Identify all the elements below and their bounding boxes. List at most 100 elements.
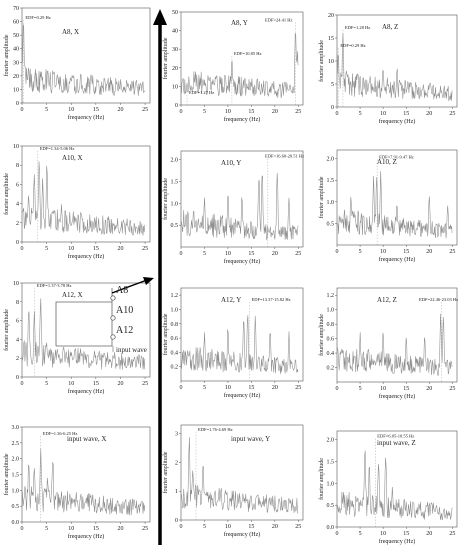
y-tick-label: 1 [175,489,178,495]
plot-frame [180,150,304,248]
x-tick-label: 0 [180,109,183,115]
x-tick-label: 10 [225,109,231,115]
y-tick-label: 10 [172,84,178,90]
x-axis-label: frequency (Hz) [68,388,104,395]
y-axis-label: fourier amplitude [162,313,169,355]
y-tick-label: 10 [328,59,334,65]
x-tick-label: 15 [93,246,99,252]
x-tick-label: 20 [426,386,432,392]
x-tick-label: 10 [68,381,74,387]
y-tick-label: 1.0 [171,201,179,207]
chart-title: A10, Z [377,158,397,166]
x-tick-label: 0 [180,385,183,391]
chart-panel: 0 5 10 15 20 25 0 1 2 3 frequency (Hz) fourier ampl… [162,424,304,538]
y-tick-label: 20 [13,74,19,80]
x-tick-label: 20 [272,109,278,115]
spectrum-line [181,315,299,375]
y-tick-label: 2.0 [171,158,179,164]
spectrum-line [22,298,146,370]
y-tick-label: 0.6 [171,336,179,342]
chart-panel: 0 5 10 15 20 25 0 5 10 15 20 frequency (Hz) fourier … [318,13,458,125]
edf-annotation: EDF=16.60-20.51 Hz [265,154,304,159]
y-tick-label: 0.5 [12,504,20,510]
y-axis-label: fourier amplitude [3,34,10,76]
y-tick-label: 70 [13,6,19,12]
y-tick-label: 0.4 [327,351,335,357]
y-tick-label: 1.0 [327,200,335,206]
edf-annotation: EDF=7.91-9.47 Hz [379,155,414,160]
x-tick-label: 25 [142,526,148,532]
plot-frame [21,7,151,104]
x-tick-label: 25 [142,246,148,252]
edf-annotation: EDF=0.29 Hz [25,15,50,20]
x-tick-label: 0 [180,251,183,257]
y-tick-label: 0 [175,103,178,109]
y-tick-label: 30 [13,60,19,66]
y-tick-label: 2.0 [327,438,335,444]
x-tick-label: 0 [21,107,24,113]
x-tick-label: 5 [45,107,48,113]
y-tick-label: 0 [331,105,334,111]
x-tick-label: 5 [359,531,362,537]
y-tick-label: 1.5 [171,180,179,186]
y-tick-label: 0 [16,375,19,381]
spectrum-line [181,172,299,241]
x-tick-label: 15 [403,249,409,255]
x-tick-label: 25 [295,524,301,530]
y-axis-label: fourier amplitude [318,458,325,500]
chart-panel: 0 5 10 15 20 25 0.5 1.0 1.5 2.0 frequency (Hz) four… [318,149,458,263]
y-tick-label: 1.5 [327,460,335,466]
chart-title: input wave, X [67,435,106,443]
x-tick-label: 10 [68,246,74,252]
y-axis-label: fourier amplitude [3,309,10,351]
x-tick-label: 5 [203,109,206,115]
x-tick-label: 10 [68,526,74,532]
y-tick-label: 1.2 [171,293,179,299]
y-tick-label: 1.0 [327,308,335,314]
x-axis-label: frequency (Hz) [68,114,104,121]
x-tick-label: 0 [180,524,183,530]
x-tick-label: 25 [449,249,455,255]
x-tick-label: 20 [272,524,278,530]
x-tick-label: 0 [21,246,24,252]
x-tick-label: 5 [203,251,206,257]
x-tick-label: 25 [449,386,455,392]
edf-annotation: EDF=10.85 Hz [234,51,262,56]
plot-frame [336,430,458,528]
spectrum-line [337,313,453,376]
y-tick-label: 8 [16,300,19,306]
y-tick-label: 0.6 [327,337,335,343]
x-tick-label: 0 [336,111,339,117]
y-axis-label: fourier amplitude [162,37,169,79]
y-tick-label: 0.8 [327,322,335,328]
y-tick-label: 20 [328,13,334,19]
edf-annotation: EDF=24.41 Hz [265,17,293,22]
x-axis-label: frequency (Hz) [224,258,260,265]
spectrum-line [181,32,299,99]
y-tick-label: 2.0 [327,157,335,163]
x-tick-label: 20 [272,251,278,257]
chart-title: A12, Z [377,296,397,304]
x-tick-label: 10 [68,107,74,113]
y-tick-label: 8 [16,163,19,169]
chart-panel: 0 5 10 15 20 25 0.5 1.0 1.5 2.0 frequency (Hz) four… [162,150,304,265]
y-tick-label: 1.5 [12,473,20,479]
x-axis-label: frequency (Hz) [68,253,104,260]
y-tick-label: 30 [172,47,178,53]
y-tick-label: 0.5 [327,503,335,509]
inset-label-a8: A8 [116,285,128,296]
y-tick-label: 15 [328,36,334,42]
plot-frame [336,149,458,246]
x-tick-label: 20 [272,385,278,391]
x-axis-label: frequency (Hz) [379,118,415,125]
chart-title: A8, Y [231,19,248,27]
y-tick-label: 0 [175,518,178,524]
y-tick-label: 6 [16,182,19,188]
x-tick-label: 20 [117,526,123,532]
y-tick-label: 10 [13,281,19,287]
y-tick-label: 1.0 [171,307,179,313]
x-tick-label: 15 [403,111,409,117]
y-axis-label: fourier amplitude [162,178,169,220]
x-axis-label: frequency (Hz) [224,392,260,399]
